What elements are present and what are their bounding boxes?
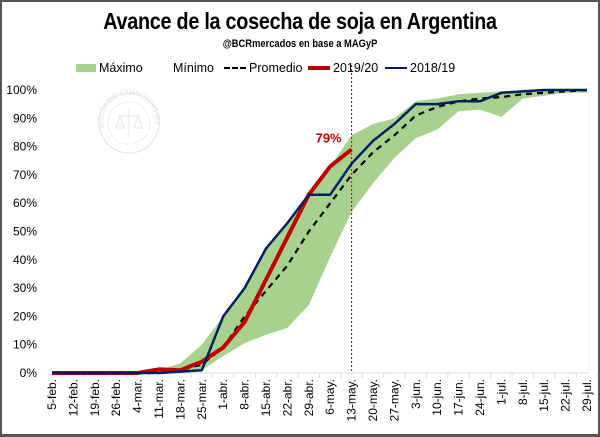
x-tick-label: 29-abr. xyxy=(302,379,316,416)
y-tick-label: 10% xyxy=(13,338,37,352)
y-tick-label: 30% xyxy=(13,281,37,295)
x-tick-label: 24-jun. xyxy=(473,379,487,416)
x-tick-label: 15-jul. xyxy=(537,379,551,412)
data-label-79: 79% xyxy=(316,130,342,145)
x-tick-label: 20-may. xyxy=(366,379,380,421)
y-tick-label: 70% xyxy=(13,168,37,182)
x-tick-label: 6-may. xyxy=(323,379,337,415)
x-tick-label: 3-jun. xyxy=(409,379,423,409)
x-tick-label: 4-mar. xyxy=(131,379,145,413)
x-tick-label: 12-feb. xyxy=(66,379,80,416)
x-tick-label: 8-abr. xyxy=(238,379,252,410)
x-tick-label: 13-may. xyxy=(345,379,359,421)
x-tick-label: 22-abr. xyxy=(280,379,294,416)
y-tick-label: 90% xyxy=(13,111,37,125)
x-tick-label: 1-jul. xyxy=(494,379,508,405)
y-tick-label: 20% xyxy=(13,309,37,323)
x-tick-label: 26-feb. xyxy=(109,379,123,416)
x-tick-label: 27-may. xyxy=(387,379,401,421)
x-tick-label: 17-jun. xyxy=(452,379,466,416)
x-tick-label: 19-feb. xyxy=(88,379,102,416)
x-tick-label: 1-abr. xyxy=(216,379,230,410)
x-tick-label: 5-feb. xyxy=(45,379,59,410)
y-tick-label: 80% xyxy=(13,140,37,154)
y-tick-label: 100% xyxy=(6,83,37,97)
x-tick-label: 22-jul. xyxy=(559,379,573,412)
y-tick-label: 0% xyxy=(20,366,38,380)
x-tick-label: 10-jun. xyxy=(430,379,444,416)
svg-text:BOLSA DE COMERCIO DE ROSARIO: BOLSA DE COMERCIO DE ROSARIO xyxy=(0,0,162,129)
x-tick-label: 29-jul. xyxy=(580,379,594,412)
y-tick-label: 40% xyxy=(13,253,37,267)
y-tick-label: 60% xyxy=(13,196,37,210)
x-tick-label: 18-mar. xyxy=(173,379,187,420)
y-tick-label: 50% xyxy=(13,225,37,239)
x-tick-label: 11-mar. xyxy=(152,379,166,419)
watermark-seal: BOLSA DE COMERCIO DE ROSARIO xyxy=(0,0,162,153)
x-tick-label: 8-jul. xyxy=(516,379,530,405)
x-tick-label: 25-mar. xyxy=(195,379,209,420)
x-tick-label: 15-abr. xyxy=(259,379,273,416)
